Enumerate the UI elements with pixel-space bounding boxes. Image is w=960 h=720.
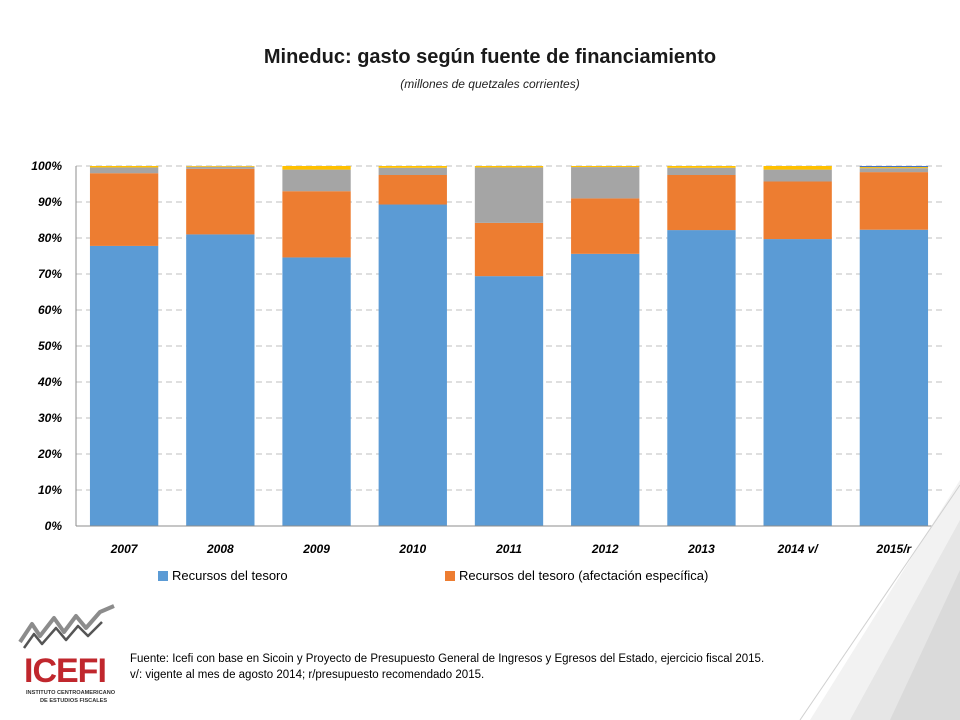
x-tick-label: 2009 bbox=[302, 542, 330, 556]
corner-decoration bbox=[799, 480, 960, 720]
bar-segment-series-4 bbox=[763, 166, 832, 170]
logo-zigzag-dark bbox=[22, 621, 103, 649]
bar-segment-series-2 bbox=[89, 173, 159, 246]
legend-swatch-1 bbox=[158, 571, 168, 581]
bars bbox=[89, 166, 929, 527]
y-tick-label: 90% bbox=[38, 195, 62, 209]
bar-segment-series-3 bbox=[571, 167, 640, 199]
y-tick-label: 50% bbox=[38, 339, 62, 353]
bar-segment-series-4 bbox=[571, 166, 640, 168]
bar-segment-series-1 bbox=[667, 230, 736, 526]
x-tick-label: 2008 bbox=[206, 542, 234, 556]
bar-segment-series-3 bbox=[763, 169, 832, 182]
source-note: Fuente: Icefi con base en Sicoin y Proye… bbox=[130, 651, 764, 683]
y-tick-label: 0% bbox=[45, 519, 63, 533]
bar-segment-series-2 bbox=[667, 175, 736, 231]
stacked-bar-chart: 0% 10% 20% 30% 40% 50% 60% 70% 80% 90% 100% 2007 200… bbox=[31, 159, 942, 583]
chart-title: Mineduc: gasto según fuente de financiam… bbox=[263, 46, 717, 68]
x-tick-label: 2014 v/ bbox=[777, 542, 820, 556]
y-tick-label: 60% bbox=[38, 303, 62, 317]
y-tick-label: 70% bbox=[38, 267, 62, 281]
legend: Recursos del tesoro Recursos del tesoro (… bbox=[158, 568, 708, 583]
x-tick-label: 2010 bbox=[398, 542, 426, 556]
notes-line: v/: vigente al mes de agosto 2014; r/pre… bbox=[130, 669, 485, 681]
bar-segment-series-5 bbox=[859, 166, 929, 168]
bar-segment-series-3 bbox=[474, 167, 544, 223]
logo-zigzag-grey bbox=[18, 604, 115, 644]
bar-segment-series-3 bbox=[186, 166, 255, 169]
bar-segment-series-1 bbox=[859, 229, 929, 526]
bar-segment-series-1 bbox=[763, 239, 832, 526]
bar-segment-series-1 bbox=[378, 204, 447, 526]
bar-segment-series-3 bbox=[378, 167, 447, 175]
logo-tagline-2: DE ESTUDIOS FISCALES bbox=[40, 698, 107, 704]
x-tick-label: 2011 bbox=[495, 542, 522, 556]
bar-segment-series-4 bbox=[859, 167, 929, 169]
bar-segment-series-3 bbox=[667, 167, 736, 175]
bar-segment-series-2 bbox=[571, 198, 640, 254]
bar-segment-series-4 bbox=[474, 166, 544, 168]
chart-subtitle: (millones de quetzales corrientes) bbox=[400, 77, 580, 91]
bar-segment-series-4 bbox=[186, 166, 255, 167]
bar-segment-series-3 bbox=[282, 169, 351, 192]
x-tick-label: 2015/r bbox=[876, 542, 913, 556]
y-tick-label: 30% bbox=[38, 411, 62, 425]
bar-segment-series-1 bbox=[89, 245, 159, 527]
logo-tagline-1: INSTITUTO CENTROAMERICANO bbox=[26, 690, 116, 696]
bar-segment-series-2 bbox=[282, 191, 351, 258]
legend-label-2: Recursos del tesoro (afectación específi… bbox=[459, 568, 708, 583]
bar-segment-series-1 bbox=[474, 276, 544, 526]
bar-segment-series-3 bbox=[859, 168, 929, 173]
axes: 0% 10% 20% 30% 40% 50% 60% 70% 80% 90% 100% 2007 200… bbox=[31, 159, 942, 556]
icefi-logo: ICEFI INSTITUTO CENTROAMERICANO DE ESTUD… bbox=[18, 604, 116, 704]
bar-segment-series-1 bbox=[282, 257, 351, 526]
x-tick-label: 2012 bbox=[591, 542, 619, 556]
bar-segment-series-2 bbox=[474, 222, 544, 277]
y-tick-label: 20% bbox=[37, 447, 62, 461]
legend-swatch-2 bbox=[445, 571, 455, 581]
bar-segment-series-4 bbox=[282, 166, 351, 170]
bar-segment-series-2 bbox=[186, 168, 255, 235]
bar-segment-series-2 bbox=[859, 172, 929, 230]
y-tick-label: 10% bbox=[38, 483, 62, 497]
y-tick-label: 100% bbox=[31, 159, 62, 173]
bar-segment-series-3 bbox=[89, 167, 159, 174]
bar-segment-series-2 bbox=[378, 175, 447, 205]
bar-segment-series-1 bbox=[571, 253, 640, 526]
bar-segment-series-1 bbox=[186, 234, 255, 526]
bar-segment-series-4 bbox=[378, 166, 447, 168]
y-tick-label: 80% bbox=[38, 231, 62, 245]
x-tick-label: 2013 bbox=[687, 542, 715, 556]
legend-label-1: Recursos del tesoro bbox=[172, 568, 288, 583]
bar-segment-series-4 bbox=[89, 166, 159, 168]
logo-wordmark: ICEFI bbox=[24, 652, 106, 690]
bar-segment-series-4 bbox=[667, 166, 736, 168]
x-tick-label: 2007 bbox=[110, 542, 139, 556]
source-line: Fuente: Icefi con base en Sicoin y Proye… bbox=[130, 653, 765, 665]
bar-segment-series-2 bbox=[763, 181, 832, 240]
y-tick-label: 40% bbox=[37, 375, 62, 389]
